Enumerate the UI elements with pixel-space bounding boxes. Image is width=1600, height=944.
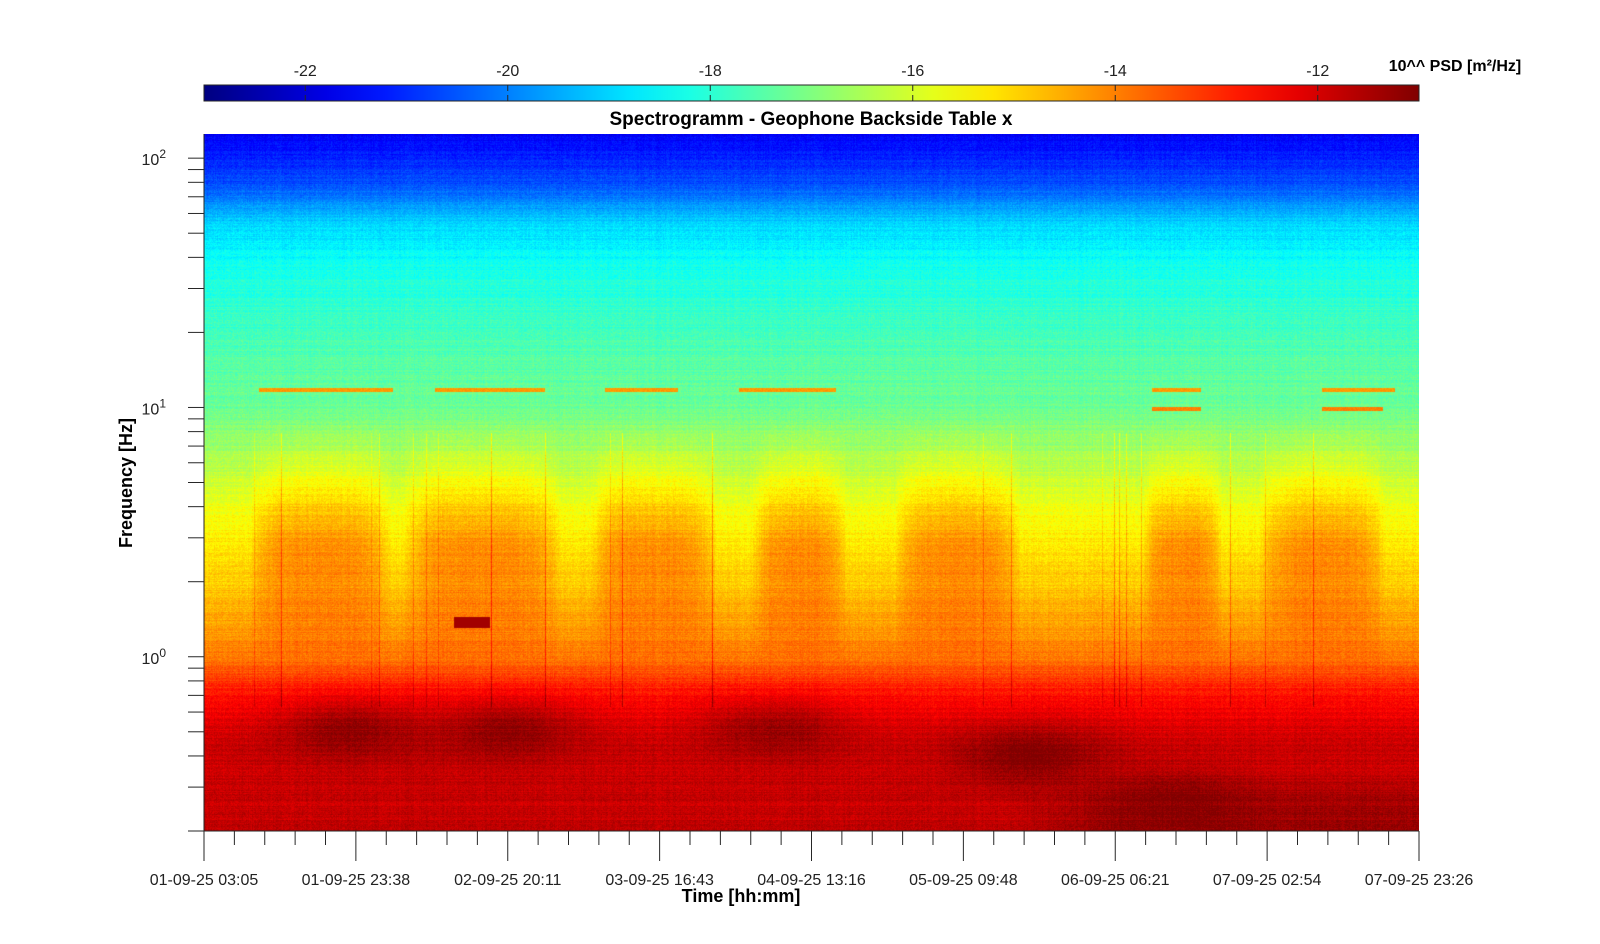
- colorbar-tick-label: -12: [1306, 63, 1329, 80]
- y-tick-exponent: 1: [159, 396, 166, 410]
- y-tick-base: 10: [142, 152, 160, 169]
- x-tick-label: 03-09-25 16:43: [605, 872, 714, 889]
- colorbar-tick-label: -16: [901, 63, 924, 80]
- x-axis-ticks: 01-09-25 03:05 01-09-25 23:38 02-09-25 20:…: [150, 831, 1474, 889]
- y-tick-base: 10: [142, 401, 160, 418]
- y-tick-base: 10: [142, 651, 160, 668]
- colorbar-tick-label: -22: [294, 63, 317, 80]
- y-tick-label: 102: [142, 147, 167, 169]
- x-tick-label: 01-09-25 03:05: [150, 872, 259, 889]
- y-tick-label: 101: [142, 396, 167, 418]
- x-axis-title: Time [hh:mm]: [682, 886, 801, 906]
- x-tick-label: 06-09-25 06:21: [1061, 872, 1170, 889]
- spectrogram-image: [204, 134, 1419, 831]
- colorbar-tick-label: -14: [1104, 63, 1127, 80]
- plot-title: Spectrogramm - Geophone Backside Table x: [610, 109, 1013, 130]
- spectrogram-image-container: [204, 134, 1419, 831]
- colorbar-title: 10^^ PSD [m²/Hz]: [1389, 58, 1521, 75]
- y-axis-title: Frequency [Hz]: [116, 418, 136, 548]
- x-tick-label: 05-09-25 09:48: [909, 872, 1018, 889]
- x-tick-label: 07-09-25 02:54: [1213, 872, 1322, 889]
- y-tick-exponent: 2: [159, 147, 166, 161]
- colorbar-tick-label: -18: [699, 63, 722, 80]
- y-tick-label: 100: [142, 646, 167, 668]
- y-tick-exponent: 0: [159, 646, 166, 660]
- colorbar: -22 -20 -18 -16 -14 -12 10^^ PSD [m²/Hz]: [203, 58, 1521, 102]
- colorbar-gradient: [203, 84, 1420, 102]
- x-tick-label: 04-09-25 13:16: [757, 872, 866, 889]
- colorbar-ticks: -22 -20 -18 -16 -14 -12: [294, 63, 1329, 101]
- colorbar-tick-label: -20: [496, 63, 519, 80]
- x-tick-label: 01-09-25 23:38: [302, 872, 411, 889]
- x-tick-label: 02-09-25 20:11: [454, 872, 561, 889]
- x-tick-label: 07-09-25 23:26: [1365, 872, 1474, 889]
